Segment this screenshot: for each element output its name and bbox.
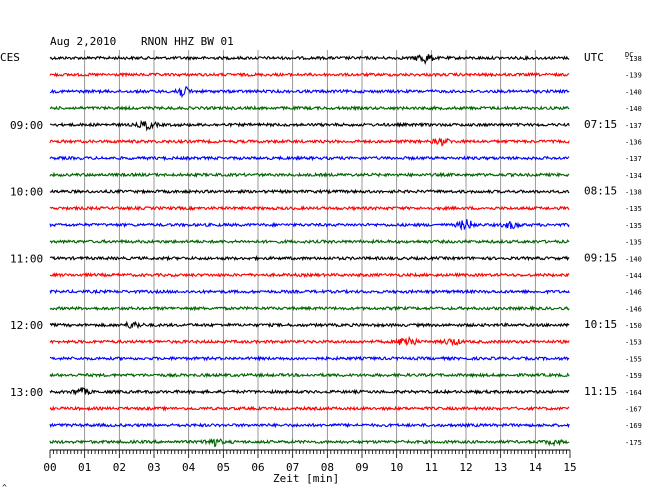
hour-label: 13:00 (10, 386, 43, 399)
trace-19 (49, 372, 570, 379)
dc-offset-label: -136 (625, 138, 642, 146)
utc-time-label: 09:15 (584, 251, 617, 264)
dc-offset-label: -144 (625, 272, 642, 280)
dc-offset-label: -140 (625, 105, 642, 113)
dc-offset-label: -146 (625, 289, 642, 297)
date-label: Aug 2,2010 (50, 35, 116, 48)
minute-grid (84, 50, 536, 450)
hour-label: 11:00 (10, 252, 43, 265)
trace-5 (49, 137, 570, 147)
trace-14 (49, 288, 570, 295)
x-tick-label: 08 (321, 461, 334, 474)
dc-offset-label: -150 (625, 322, 642, 330)
dc-header-label: DC (625, 51, 633, 59)
dc-offset-label: -135 (625, 222, 642, 230)
utc-time-label: 08:15 (584, 185, 617, 198)
dc-offset-label: -138 (625, 55, 642, 63)
x-tick-label: 14 (529, 461, 543, 474)
dc-offset-label: -146 (625, 305, 642, 313)
trace-1 (49, 71, 570, 78)
trace-4 (49, 119, 570, 132)
x-tick-label: 01 (78, 461, 91, 474)
x-tick-label: 13 (494, 461, 507, 474)
x-axis: 00 01 02 03 04 05 06 07 08 09 10 11 12 13 14 15 (43, 449, 577, 474)
dc-offset-label: -155 (625, 355, 642, 363)
dc-offset-label: -164 (625, 389, 642, 397)
dc-offset-label: -137 (625, 122, 642, 130)
trace-15 (49, 305, 570, 312)
trace-8 (49, 188, 570, 195)
utc-time-label: 10:15 (584, 318, 617, 331)
dc-offset-label: -140 (625, 88, 642, 96)
trace-9 (49, 205, 570, 212)
x-axis-title: Zeit [min] (273, 472, 339, 485)
dc-offset-label: -139 (625, 72, 642, 80)
hour-label: 10:00 (10, 186, 43, 199)
trace-2 (49, 86, 570, 99)
x-tick-label: 09 (355, 461, 368, 474)
station-label: RNON HHZ BW 01 (141, 35, 234, 48)
utc-time-label: 07:15 (584, 118, 617, 131)
trace-11 (49, 238, 570, 245)
x-tick-label: 02 (113, 461, 126, 474)
left-hour-labels: 09:00 10:00 11:00 12:00 13:00 (10, 119, 43, 399)
corner-mark: ^ (2, 483, 7, 492)
trace-16 (49, 320, 570, 330)
trace-22 (49, 422, 570, 429)
seismic-traces (49, 54, 570, 448)
x-tick-label: 00 (43, 461, 56, 474)
trace-21 (49, 405, 570, 412)
trace-13 (49, 271, 570, 279)
x-tick-label: 15 (563, 461, 576, 474)
x-tick-label: 12 (459, 461, 472, 474)
dc-offset-labels: -138 -139 -140 -140 -137 -136 -137 -134 -138 -135… (625, 55, 642, 447)
trace-3 (49, 104, 570, 112)
x-tick-label: 03 (147, 461, 160, 474)
hour-label: 12:00 (10, 319, 43, 332)
trace-6 (49, 155, 570, 162)
trace-17 (49, 335, 570, 347)
trace-18 (49, 355, 570, 362)
trace-7 (49, 171, 570, 179)
trace-12 (49, 254, 570, 262)
x-tick-label: 04 (182, 461, 196, 474)
utc-time-label: UTC (584, 51, 604, 64)
dc-offset-label: -137 (625, 155, 642, 163)
trace-10 (49, 219, 570, 231)
dc-offset-label: -140 (625, 255, 642, 263)
left-timezone-label: CES (0, 51, 20, 64)
hour-label: 09:00 (10, 119, 43, 132)
trace-0 (49, 54, 570, 65)
x-tick-label: 05 (217, 461, 230, 474)
x-tick-label: 06 (251, 461, 264, 474)
dc-offset-label: -135 (625, 239, 642, 247)
dc-offset-label: -169 (625, 422, 642, 430)
x-tick-label: 11 (425, 461, 438, 474)
trace-20 (49, 387, 570, 396)
utc-time-label: 11:15 (584, 385, 617, 398)
dc-offset-label: -138 (625, 189, 642, 197)
dc-offset-label: -159 (625, 372, 642, 380)
right-time-labels: UTC 07:15 08:15 09:15 10:15 11:15 (584, 51, 617, 398)
dc-offset-label: -135 (625, 205, 642, 213)
dc-offset-label: -175 (625, 439, 642, 447)
dc-offset-label: -167 (625, 405, 642, 413)
trace-23 (49, 437, 570, 448)
x-tick-label: 07 (286, 461, 299, 474)
dc-offset-label: -134 (625, 172, 642, 180)
x-tick-label: 10 (390, 461, 403, 474)
dc-offset-label: -153 (625, 339, 642, 347)
